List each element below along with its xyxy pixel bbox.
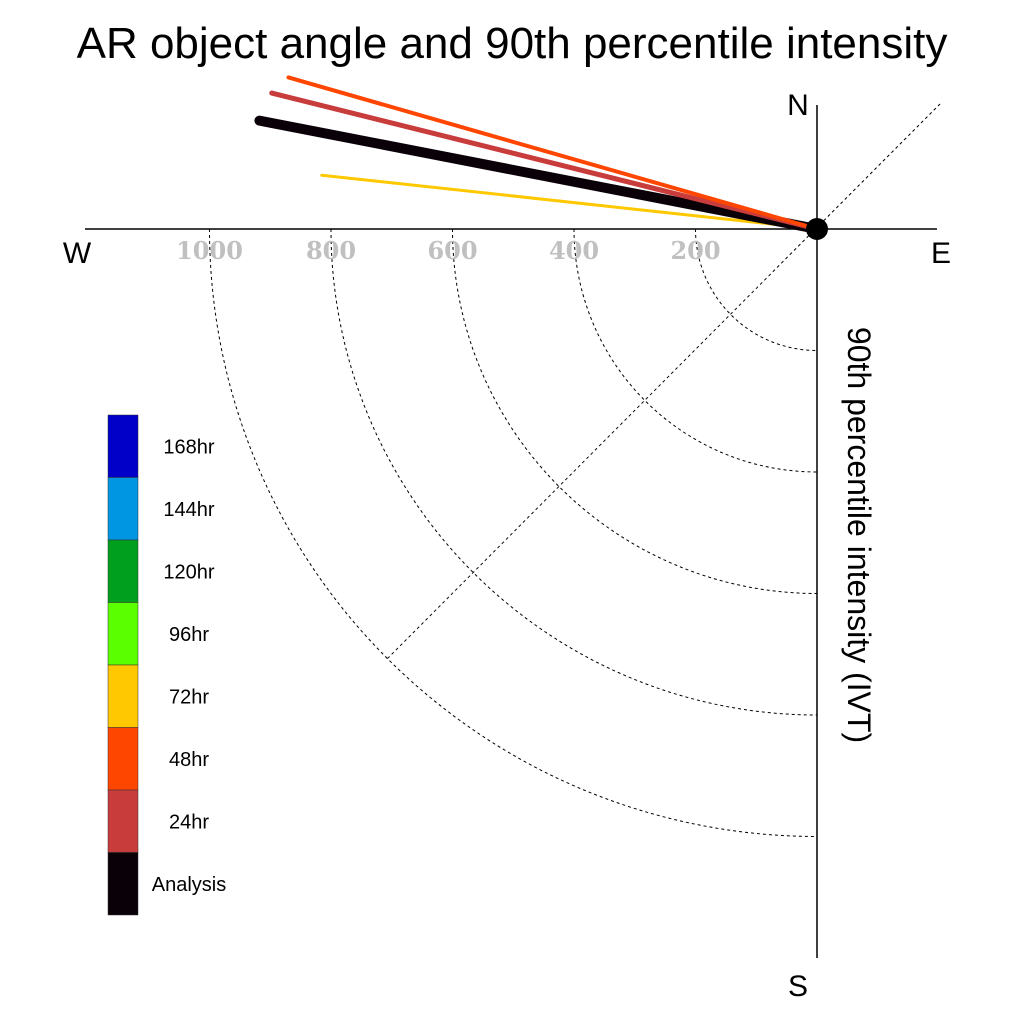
series-line-24hr — [269, 90, 820, 232]
radial-tick-200: 200 — [670, 236, 720, 265]
range-ring-200 — [695, 228, 818, 351]
grid — [209, 103, 941, 837]
legend-label-48hr: 48hr — [169, 749, 209, 771]
legend-swatch-48hr — [107, 727, 139, 791]
range-ring-400 — [573, 228, 818, 473]
legend-swatch-96hr — [107, 602, 139, 666]
legend-swatch-144hr — [107, 477, 139, 541]
series-line-48hr — [286, 75, 819, 231]
legend-swatch-120hr — [107, 539, 139, 603]
series-line-72hr — [320, 173, 819, 231]
series-line-analysis — [254, 115, 822, 234]
legend-swatch-analysis — [107, 852, 139, 916]
series-lines — [254, 75, 822, 234]
radial-tick-400: 400 — [549, 236, 599, 265]
compass-west-label: W — [63, 237, 92, 270]
legend-swatch-72hr — [107, 664, 139, 728]
range-ring-800 — [330, 228, 818, 716]
legend-label-analysis: Analysis — [152, 874, 226, 896]
legend-label-120hr: 120hr — [163, 561, 214, 583]
legend-label-72hr: 72hr — [169, 686, 209, 708]
legend-label-24hr: 24hr — [169, 811, 209, 833]
range-ring-600 — [452, 228, 818, 594]
legend: 168hr 144hr 120hr 96hr 72hr 48hr 24hr Analysis — [107, 414, 226, 916]
radial-tick-600: 600 — [427, 236, 477, 265]
compass-east-label: E — [931, 237, 951, 270]
radial-tick-1000: 1000 — [176, 236, 243, 265]
range-ring-1000 — [209, 228, 818, 837]
compass-south-label: S — [788, 970, 808, 1003]
legend-label-168hr: 168hr — [163, 436, 214, 458]
chart-title: AR object angle and 90th percentile inte… — [77, 19, 948, 68]
radial-tick-labels: 200 400 600 800 1000 — [176, 236, 720, 265]
origin-marker — [806, 218, 828, 240]
radial-tick-800: 800 — [306, 236, 356, 265]
radial-axis-label: 90th percentile intensity (IVT) — [841, 327, 877, 743]
diagonal-guide — [387, 103, 941, 659]
legend-swatch-168hr — [107, 414, 139, 478]
legend-label-144hr: 144hr — [163, 499, 214, 521]
compass-north-label: N — [787, 89, 809, 122]
legend-swatch-24hr — [107, 789, 139, 853]
legend-label-96hr: 96hr — [169, 624, 209, 646]
